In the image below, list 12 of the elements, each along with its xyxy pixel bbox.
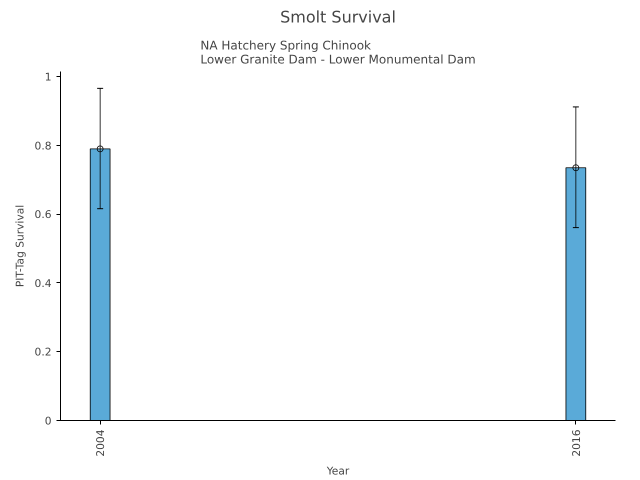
x-tick-label: 2004 bbox=[94, 429, 108, 457]
y-axis-title: PIT-Tag Survival bbox=[14, 204, 27, 288]
y-tick-label: 1 bbox=[44, 70, 52, 84]
x-tick-label: 2016 bbox=[570, 429, 583, 457]
x-axis-title: Year bbox=[326, 464, 350, 478]
y-tick-label: 0.6 bbox=[34, 208, 52, 222]
y-tick-label: 0.8 bbox=[34, 139, 52, 152]
chart-subtitle: NA Hatchery Spring Chinook Lower Granite Dam - Lower Monumental Dam bbox=[200, 38, 476, 66]
y-tick-label: 0.2 bbox=[34, 346, 52, 359]
y-tick-label: 0 bbox=[44, 414, 52, 428]
chart-title: Smolt Survival bbox=[280, 8, 396, 26]
y-tick-label: 0.4 bbox=[34, 276, 52, 290]
